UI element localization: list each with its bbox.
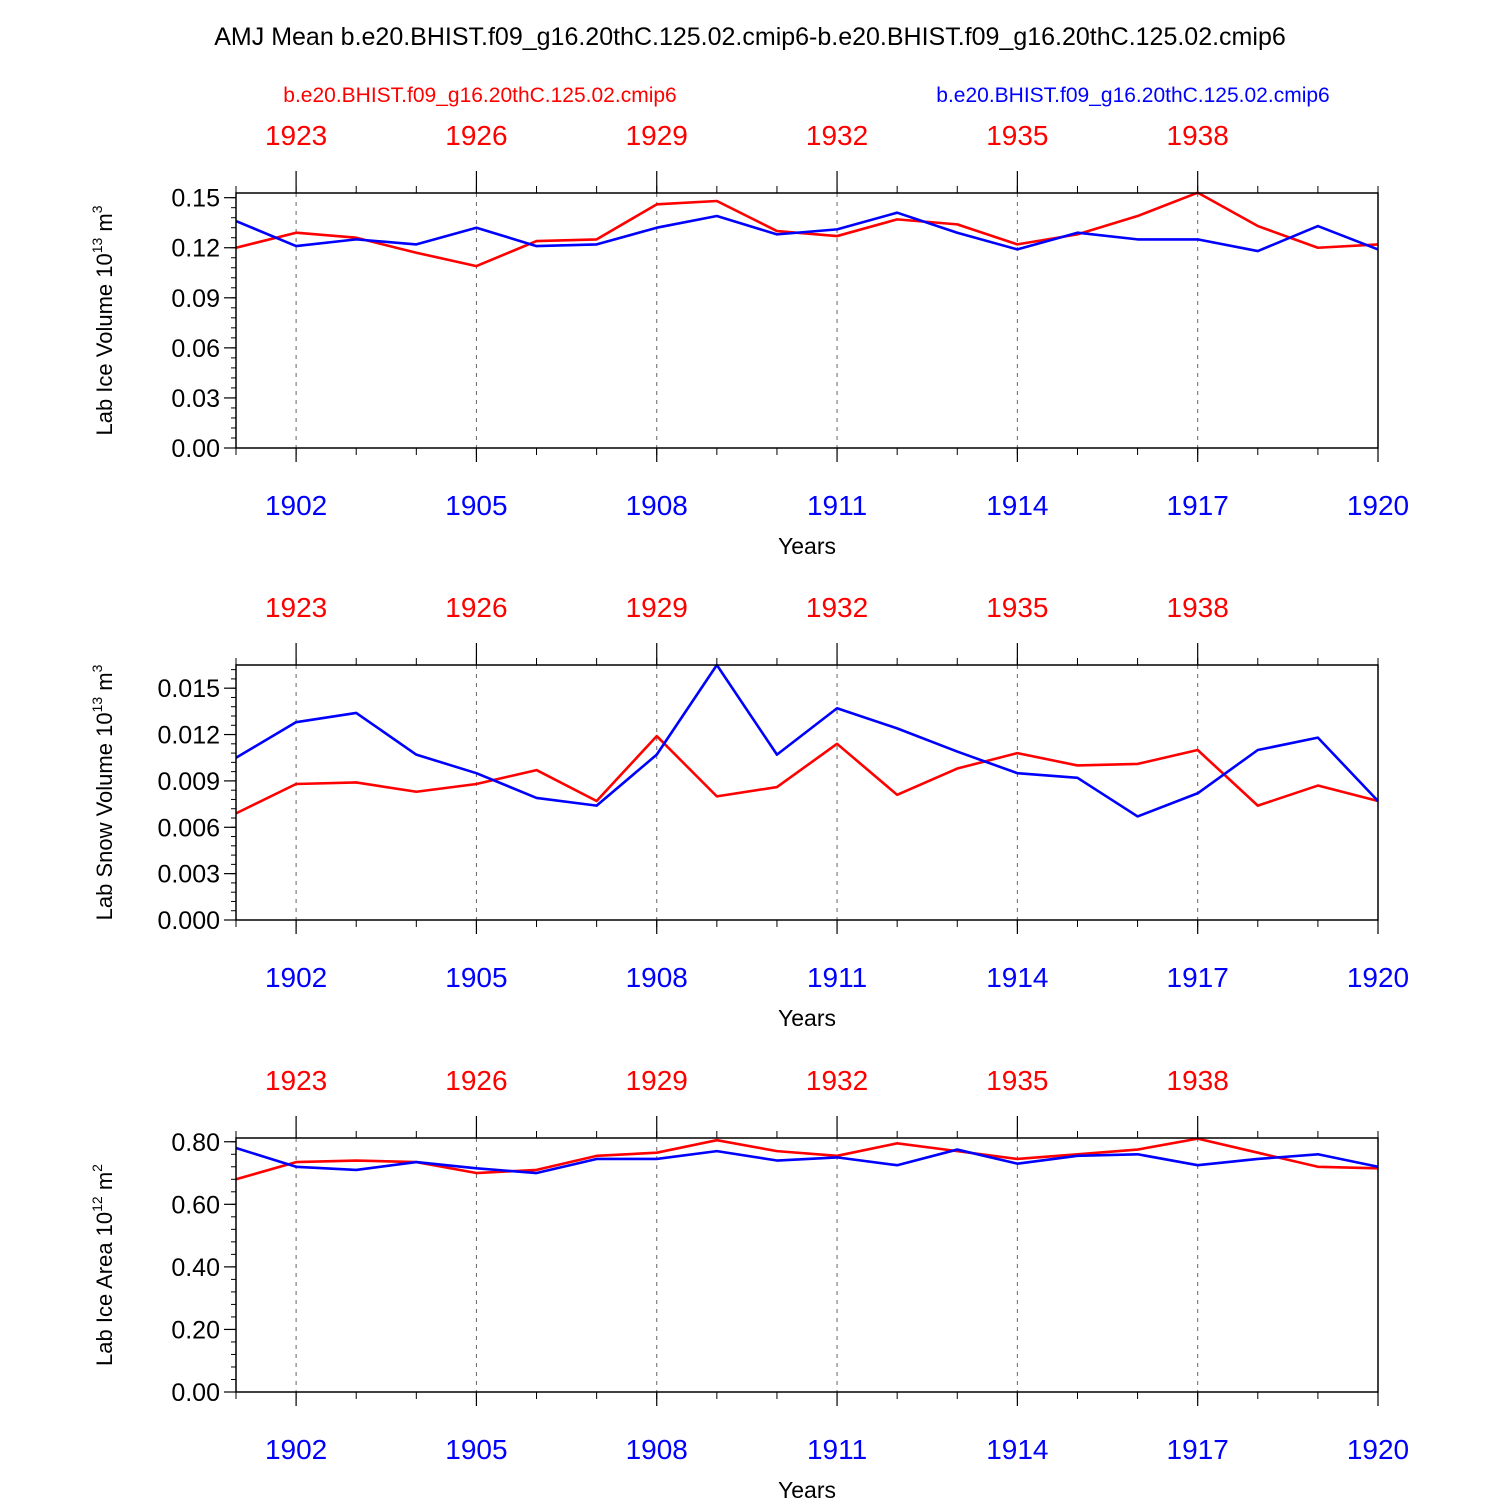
y-tick-label: 0.015 [157,675,220,703]
y-tick-label: 0.003 [157,861,220,889]
x-top-tick-label: 1926 [445,592,507,623]
x-axis-label: Years [778,533,836,559]
y-tick-label: 0.15 [171,185,220,213]
x-top-tick-label: 1926 [445,1065,507,1096]
x-bottom-tick-label: 1905 [445,1434,507,1465]
x-bottom-tick-label: 1911 [807,962,867,993]
x-top-tick-label: 1935 [986,120,1048,151]
x-bottom-tick-label: 1902 [265,962,327,993]
x-top-tick-label: 1929 [626,1065,688,1096]
y-tick-label: 0.03 [171,385,220,413]
plot-frame [235,664,1379,921]
y-axis-label-part: m [92,1172,117,1196]
y-tick-label: 0.006 [157,814,220,842]
x-top-tick-label: 1932 [806,120,868,151]
y-axis-label-superscript: 13 [89,697,105,713]
y-tick-label: 0.00 [171,435,220,463]
x-bottom-tick-label: 1920 [1347,962,1409,993]
series-line-blue [235,211,1379,253]
x-top-tick-label: 1932 [806,592,868,623]
x-top-tick-label: 1923 [265,592,327,623]
y-tick-label: 0.06 [171,335,220,363]
chart-panel-3: 0.00 0.20 0.40 0.60 0.80 1902 1905 1908 1911 1914… [89,1065,1409,1500]
y-axis-label-part: Lab Snow Volume 10 [92,712,117,920]
x-bottom-tick-label: 1917 [1167,962,1229,993]
chart-panel-2: 0.000 0.003 0.006 0.009 0.012 0.015 1902 1905 19… [89,592,1409,1031]
y-tick-label: 0.40 [171,1254,220,1282]
x-bottom-tick-label: 1920 [1347,490,1409,521]
x-top-tick-label: 1938 [1167,592,1229,623]
x-bottom-tick-label: 1914 [986,1434,1048,1465]
series-line-blue [235,1146,1379,1175]
y-axis-label-superscript: 13 [89,238,105,254]
y-tick-label: 0.012 [157,722,220,750]
series-line-blue [235,663,1379,818]
x-bottom-tick-label: 1917 [1167,490,1229,521]
x-bottom-tick-label: 1905 [445,490,507,521]
y-axis-label-part: Lab Ice Volume 10 [92,253,117,435]
x-bottom-tick-label: 1908 [626,962,688,993]
y-tick-label: 0.20 [171,1316,220,1344]
x-top-tick-label: 1935 [986,1065,1048,1096]
y-axis-label: Lab Snow Volume 1013 m3 [89,664,117,920]
series-line-red [235,734,1379,815]
x-bottom-tick-label: 1902 [265,1434,327,1465]
x-bottom-tick-label: 1908 [626,1434,688,1465]
x-axis-label: Years [778,1477,836,1500]
y-tick-label: 0.12 [171,235,220,263]
x-bottom-tick-label: 1908 [626,490,688,521]
y-tick-label: 0.000 [157,907,220,935]
series-line-red [235,191,1379,268]
y-tick-label: 0.80 [171,1129,220,1157]
y-axis-label-superscript: 3 [89,664,105,672]
plot-frame [235,1137,1379,1393]
y-axis-label-superscript: 12 [89,1196,105,1212]
x-bottom-tick-label: 1911 [807,490,867,521]
x-bottom-tick-label: 1902 [265,490,327,521]
x-top-tick-label: 1929 [626,120,688,151]
chart-title: AMJ Mean b.e20.BHIST.f09_g16.20thC.125.0… [214,23,1286,51]
x-top-tick-label: 1938 [1167,120,1229,151]
y-tick-label: 0.00 [171,1379,220,1407]
x-top-tick-label: 1938 [1167,1065,1229,1096]
plot-frame [235,192,1379,449]
y-axis-label-part: Lab Ice Area 10 [92,1212,117,1366]
y-axis-label: Lab Ice Area 1012 m2 [89,1164,117,1366]
y-tick-label: 0.009 [157,768,220,796]
y-axis-label-part: m [92,213,117,237]
x-bottom-tick-label: 1914 [986,490,1048,521]
y-tick-label: 0.60 [171,1191,220,1219]
y-axis-label-superscript: 2 [89,1164,105,1172]
x-top-tick-label: 1935 [986,592,1048,623]
y-tick-label: 0.09 [171,285,220,313]
x-top-tick-label: 1923 [265,120,327,151]
legend-blue-label: b.e20.BHIST.f09_g16.20thC.125.02.cmip6 [936,84,1329,107]
x-bottom-tick-label: 1917 [1167,1434,1229,1465]
x-top-tick-label: 1926 [445,120,507,151]
x-axis-label: Years [778,1005,836,1031]
y-axis-label-superscript: 3 [89,205,105,213]
x-top-tick-label: 1923 [265,1065,327,1096]
x-bottom-tick-label: 1914 [986,962,1048,993]
y-axis-label: Lab Ice Volume 1013 m3 [89,205,117,435]
x-bottom-tick-label: 1905 [445,962,507,993]
x-bottom-tick-label: 1911 [807,1434,867,1465]
x-top-tick-label: 1932 [806,1065,868,1096]
y-axis-label-part: m [92,672,117,696]
x-bottom-tick-label: 1920 [1347,1434,1409,1465]
legend-red-label: b.e20.BHIST.f09_g16.20thC.125.02.cmip6 [283,84,676,107]
chart-panel-1: 0.00 0.03 0.06 0.09 0.12 0.15 1902 1905 1908 1911… [89,120,1409,559]
x-top-tick-label: 1929 [626,592,688,623]
